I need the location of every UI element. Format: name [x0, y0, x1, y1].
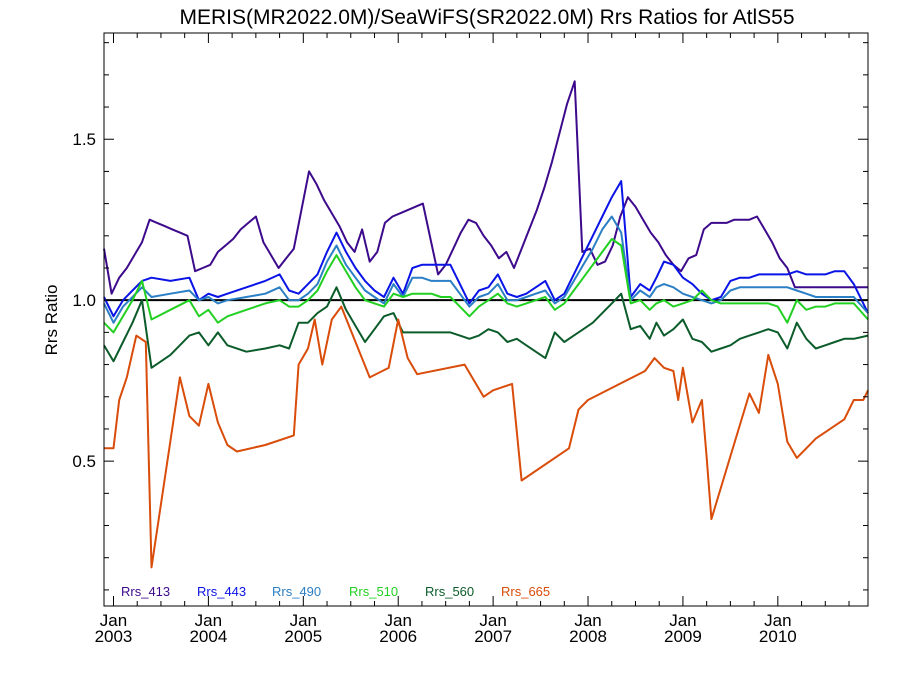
- series-layer: [103, 80, 869, 569]
- y-tick-label: 1.0: [72, 291, 96, 310]
- legend-item-rrs-490: Rrs_490: [272, 584, 321, 599]
- x-tick-label-month: Jan: [764, 611, 791, 630]
- x-tick-label-month: Jan: [574, 611, 601, 630]
- x-tick-label-month: Jan: [479, 611, 506, 630]
- x-tick-label-month: Jan: [195, 611, 222, 630]
- x-tick-label-month: Jan: [290, 611, 317, 630]
- x-tick-label-year: 2006: [379, 627, 417, 646]
- series-line-rrs-443: [103, 180, 869, 318]
- x-tick-label-year: 2007: [474, 627, 512, 646]
- series-line-rrs-510: [103, 238, 869, 334]
- x-tick-label-month: Jan: [385, 611, 412, 630]
- y-axis: 0.5 1.0 1.5: [72, 130, 96, 471]
- legend-item-rrs-413: Rrs_413: [121, 584, 170, 599]
- x-tick-label-year: 2003: [95, 627, 133, 646]
- plot-frame: [103, 32, 869, 607]
- series-line-rrs-490: [103, 215, 869, 324]
- legend-item-rrs-443: Rrs_443: [197, 584, 246, 599]
- legend-item-rrs-560: Rrs_560: [425, 584, 474, 599]
- series-line-rrs-560: [103, 286, 869, 369]
- x-tick-label-year: 2010: [759, 627, 797, 646]
- x-tick-label-year: 2008: [569, 627, 607, 646]
- chart-title: MERIS(MR2022.0M)/SeaWiFS(SR2022.0M) Rrs …: [179, 6, 794, 29]
- plot-area: [103, 32, 869, 607]
- x-tick-label-year: 2005: [284, 627, 322, 646]
- y-axis-label: Rrs Ratio: [42, 285, 61, 356]
- x-tick-label-year: 2009: [664, 627, 702, 646]
- tick-layer: [104, 33, 868, 606]
- x-axis: Jan2003Jan2004Jan2005Jan2006Jan2007Jan20…: [95, 611, 797, 646]
- series-line-rrs-665: [104, 305, 869, 569]
- x-tick-label-month: Jan: [100, 611, 127, 630]
- legend-item-rrs-665: Rrs_665: [501, 584, 550, 599]
- x-tick-label-month: Jan: [669, 611, 696, 630]
- legend-item-rrs-510: Rrs_510: [349, 584, 398, 599]
- x-tick-label-year: 2004: [189, 627, 227, 646]
- legend: Rrs_413 Rrs_443 Rrs_490 Rrs_510 Rrs_560 Rrs_6…: [121, 584, 550, 599]
- y-tick-label: 0.5: [72, 452, 96, 471]
- series-line-rrs-413: [103, 80, 868, 295]
- y-tick-label: 1.5: [72, 130, 96, 149]
